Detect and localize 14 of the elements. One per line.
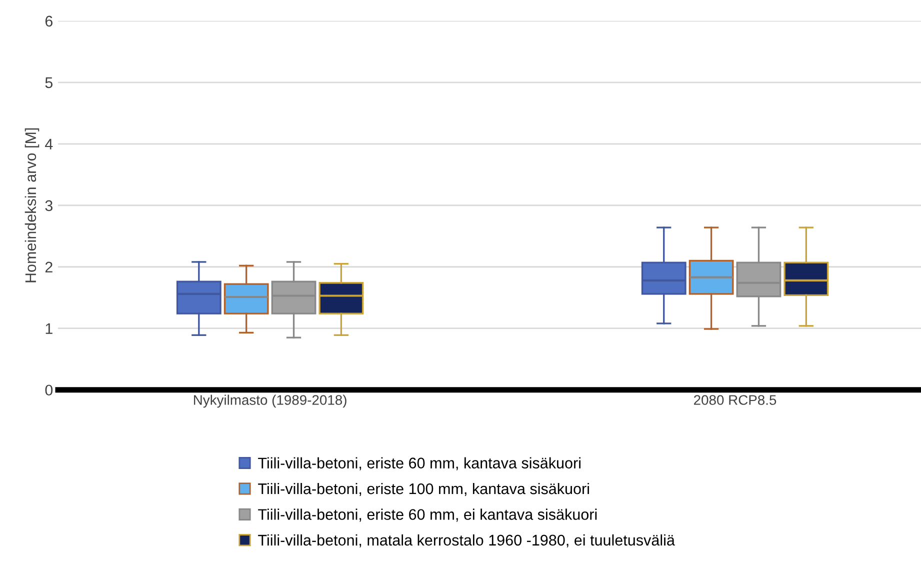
legend-label: Tiili-villa-betoni, eriste 60 mm, ei kantava sisäkuori bbox=[258, 508, 597, 522]
y-tick-label: 0 bbox=[45, 384, 53, 396]
x-tick-label: 2080 RCP8.5 bbox=[694, 395, 776, 405]
y-tick-label: 4 bbox=[45, 138, 53, 150]
y-axis-title: Homeindeksin arvo [M] bbox=[24, 128, 40, 282]
y-tick-label: 3 bbox=[45, 200, 52, 212]
legend-label: Tiili-villa-betoni, eriste 60 mm, kantava sisäkuori bbox=[258, 457, 580, 470]
y-tick-label: 1 bbox=[46, 323, 52, 334]
y-tick-label: 5 bbox=[45, 77, 53, 88]
y-tick-label: 2 bbox=[45, 262, 52, 272]
legend-label: Tiili-villa-betoni, eriste 100 mm, kantava sisäkuori bbox=[258, 482, 589, 496]
x-tick-label: Nykyilmasto (1989-2018) bbox=[194, 394, 346, 408]
legend-label: Tiili-villa-betoni, matala kerrostalo 1960 -1980, ei tuuletusväliä bbox=[258, 534, 675, 548]
y-tick-label: 6 bbox=[45, 16, 52, 27]
